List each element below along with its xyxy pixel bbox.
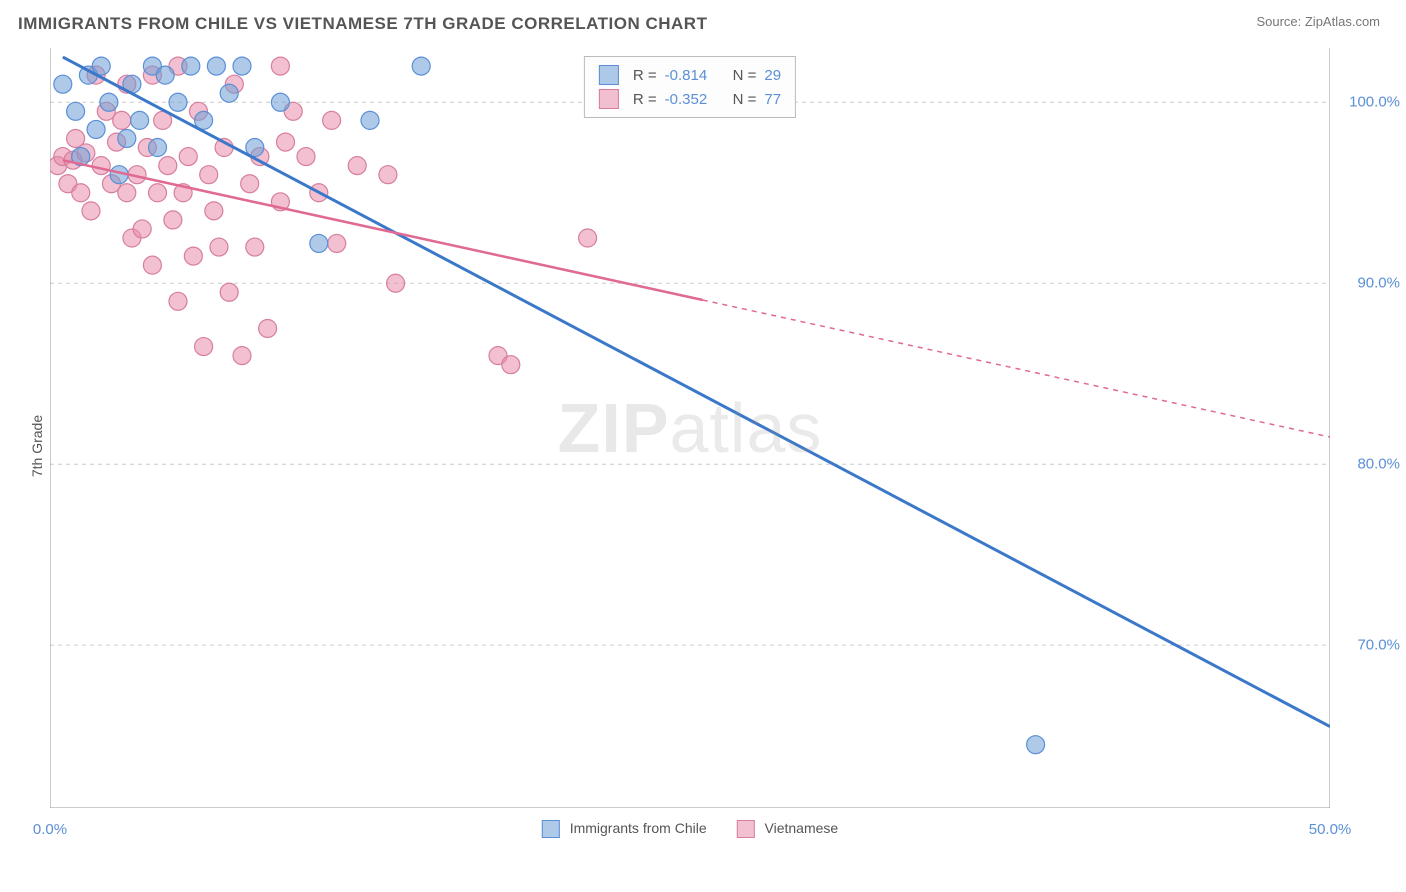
plot-area: ZIPatlas R = -0.814 N = 29 R = -0.352 N … bbox=[50, 48, 1330, 808]
y-tick-label: 90.0% bbox=[1357, 275, 1400, 292]
y-tick-label: 70.0% bbox=[1357, 637, 1400, 654]
stat-r-label: R = bbox=[633, 91, 657, 108]
y-tick-label: 80.0% bbox=[1357, 456, 1400, 473]
stat-n-label: N = bbox=[733, 67, 757, 84]
stat-r-label: R = bbox=[633, 67, 657, 84]
legend-item-chile: Immigrants from Chile bbox=[542, 820, 707, 838]
swatch-chile bbox=[542, 820, 560, 838]
stat-n-label: N = bbox=[733, 91, 757, 108]
legend-item-vietnamese: Vietnamese bbox=[737, 820, 839, 838]
swatch-vietnamese bbox=[599, 89, 619, 109]
stat-row-vietnamese: R = -0.352 N = 77 bbox=[599, 87, 781, 111]
stat-r-chile: -0.814 bbox=[665, 67, 725, 84]
legend-label-vietnamese: Vietnamese bbox=[765, 820, 839, 836]
swatch-chile bbox=[599, 65, 619, 85]
legend-label-chile: Immigrants from Chile bbox=[570, 820, 707, 836]
stat-r-vietnamese: -0.352 bbox=[665, 91, 725, 108]
scatter-svg bbox=[50, 48, 1330, 808]
x-tick-label: 50.0% bbox=[1309, 821, 1352, 838]
source-label: Source: ZipAtlas.com bbox=[1256, 14, 1380, 29]
swatch-vietnamese bbox=[737, 820, 755, 838]
y-tick-label: 100.0% bbox=[1349, 94, 1400, 111]
x-tick-label: 0.0% bbox=[33, 821, 67, 838]
stat-n-chile: 29 bbox=[764, 67, 781, 84]
chart-title: IMMIGRANTS FROM CHILE VS VIETNAMESE 7TH … bbox=[18, 14, 707, 34]
stat-n-vietnamese: 77 bbox=[764, 91, 781, 108]
y-axis-label: 7th Grade bbox=[29, 415, 45, 477]
stat-row-chile: R = -0.814 N = 29 bbox=[599, 63, 781, 87]
bottom-legend: Immigrants from Chile Vietnamese bbox=[542, 820, 838, 838]
stat-legend-box: R = -0.814 N = 29 R = -0.352 N = 77 bbox=[584, 56, 796, 118]
